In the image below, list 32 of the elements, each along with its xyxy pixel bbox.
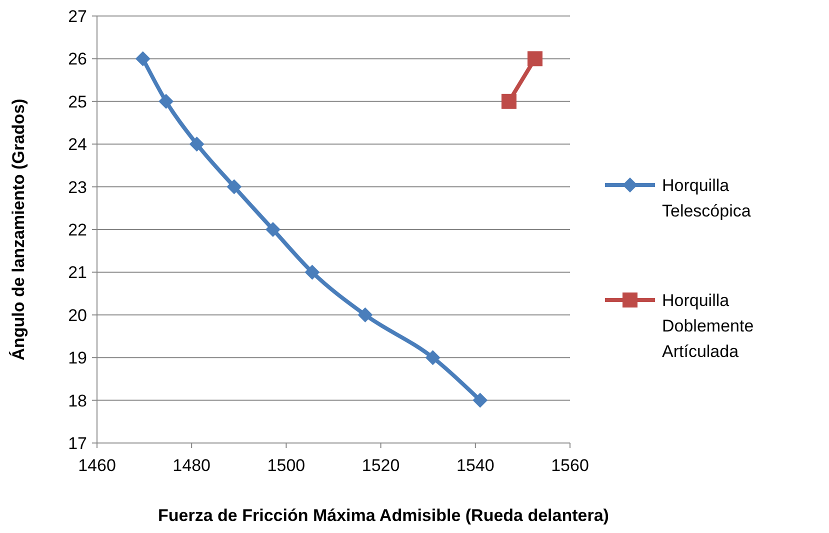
point: [265, 222, 280, 237]
point: [304, 264, 320, 280]
point: [358, 307, 373, 322]
y-tick-label: 25: [68, 92, 87, 112]
y-tick-label: 21: [68, 263, 87, 282]
x-tick-label: 1500: [267, 456, 306, 475]
legend-label: Horquilla Telescópica: [662, 176, 752, 220]
y-tick-label: 27: [68, 6, 87, 26]
point: [528, 51, 542, 66]
point: [189, 136, 204, 152]
legend-label: Horquilla Doblemente Artículada: [662, 290, 754, 361]
x-axis-title: Fuerza de Fricción Máxima Admisible (Rueda delantera): [158, 506, 609, 525]
y-tick-label: 24: [68, 135, 87, 154]
x-tick-label: 1560: [551, 456, 589, 475]
y-tick-label: 17: [68, 434, 87, 453]
x-tick-label: 1540: [456, 456, 494, 475]
y-tick-label: 18: [68, 391, 87, 410]
point: [501, 94, 516, 109]
y-tick-label: 22: [68, 220, 87, 240]
point: [158, 94, 174, 109]
point: [425, 350, 440, 366]
x-tick-label: 1460: [78, 456, 116, 475]
y-tick-label: 26: [68, 50, 87, 69]
x-tick-label: 1520: [362, 456, 400, 475]
y-tick-label: 20: [68, 306, 87, 325]
y-axis-title: Ángulo de lanzamiento (Grados): [8, 98, 28, 360]
point: [135, 51, 150, 66]
y-tick-label: 23: [68, 178, 87, 197]
point: [472, 392, 488, 408]
y-tick-label: 19: [68, 348, 87, 368]
point: [226, 179, 242, 194]
x-tick-label: 1480: [172, 456, 211, 475]
